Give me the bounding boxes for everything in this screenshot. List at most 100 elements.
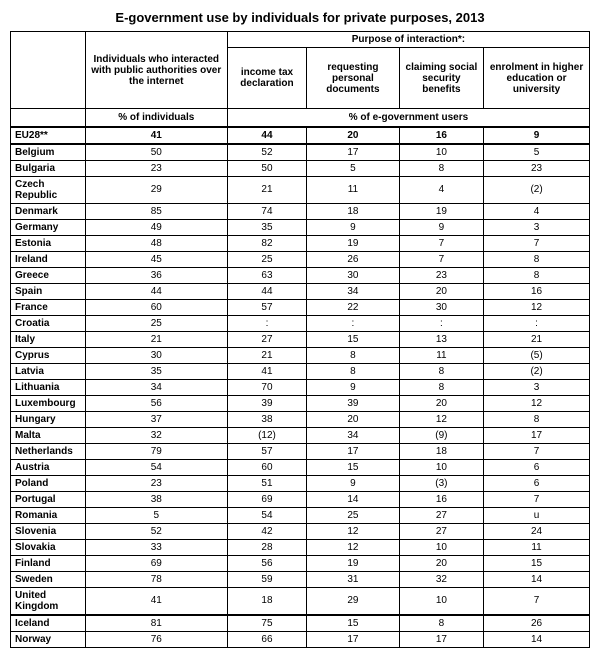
value-cell: 15 xyxy=(307,459,400,475)
value-cell: 37 xyxy=(85,411,227,427)
country-cell: Ireland xyxy=(11,251,86,267)
value-cell: 8 xyxy=(484,411,590,427)
country-cell: Italy xyxy=(11,331,86,347)
value-cell: 19 xyxy=(399,203,483,219)
value-cell: 12 xyxy=(484,299,590,315)
value-cell: 74 xyxy=(227,203,306,219)
country-cell: Lithuania xyxy=(11,379,86,395)
table-row: Portugal386914167 xyxy=(11,491,590,507)
value-cell: 18 xyxy=(399,443,483,459)
value-cell: 17 xyxy=(307,443,400,459)
value-cell: 41 xyxy=(227,363,306,379)
value-cell: 8 xyxy=(399,363,483,379)
value-cell: 14 xyxy=(484,631,590,647)
value-cell: 57 xyxy=(227,443,306,459)
value-cell: 16 xyxy=(399,491,483,507)
header-enrolment: enrolment in higher education or univers… xyxy=(484,48,590,109)
table-row: Finland6956192015 xyxy=(11,555,590,571)
value-cell: 23 xyxy=(399,267,483,283)
country-cell: Greece xyxy=(11,267,86,283)
country-cell: Latvia xyxy=(11,363,86,379)
header-blank-2 xyxy=(11,109,86,127)
value-cell: 14 xyxy=(307,491,400,507)
value-cell: 41 xyxy=(85,127,227,144)
value-cell: 59 xyxy=(227,571,306,587)
value-cell: 50 xyxy=(227,160,306,176)
value-cell: 56 xyxy=(227,555,306,571)
value-cell: 8 xyxy=(307,347,400,363)
value-cell: 7 xyxy=(399,235,483,251)
value-cell: 20 xyxy=(307,411,400,427)
value-cell: 39 xyxy=(307,395,400,411)
value-cell: 85 xyxy=(85,203,227,219)
value-cell: 27 xyxy=(399,507,483,523)
table-row: Croatia25:::: xyxy=(11,315,590,331)
country-cell: Luxembourg xyxy=(11,395,86,411)
country-cell: Slovenia xyxy=(11,523,86,539)
value-cell: 78 xyxy=(85,571,227,587)
value-cell: 21 xyxy=(484,331,590,347)
country-cell: Finland xyxy=(11,555,86,571)
table-row: Hungary373820128 xyxy=(11,411,590,427)
value-cell: 41 xyxy=(85,587,227,615)
value-cell: 9 xyxy=(484,127,590,144)
country-cell: Estonia xyxy=(11,235,86,251)
table-row: Greece366330238 xyxy=(11,267,590,283)
value-cell: 23 xyxy=(484,160,590,176)
value-cell: 29 xyxy=(85,176,227,203)
value-cell: 51 xyxy=(227,475,306,491)
value-cell: 5 xyxy=(307,160,400,176)
data-table: Individuals who interacted with public a… xyxy=(10,31,590,648)
value-cell: : xyxy=(399,315,483,331)
country-cell: Hungary xyxy=(11,411,86,427)
country-cell: Slovakia xyxy=(11,539,86,555)
value-cell: 12 xyxy=(307,523,400,539)
value-cell: 8 xyxy=(307,363,400,379)
value-cell: 69 xyxy=(85,555,227,571)
value-cell: 48 xyxy=(85,235,227,251)
header-pct-users: % of e-government users xyxy=(227,109,589,127)
value-cell: 44 xyxy=(227,283,306,299)
value-cell: 17 xyxy=(399,631,483,647)
table-row: Estonia48821977 xyxy=(11,235,590,251)
value-cell: 57 xyxy=(227,299,306,315)
value-cell: 42 xyxy=(227,523,306,539)
table-row: Italy2127151321 xyxy=(11,331,590,347)
value-cell: 6 xyxy=(484,475,590,491)
value-cell: 35 xyxy=(85,363,227,379)
value-cell: 8 xyxy=(484,267,590,283)
value-cell: 6 xyxy=(484,459,590,475)
header-personal-docs: requesting personal documents xyxy=(307,48,400,109)
country-cell: Romania xyxy=(11,507,86,523)
value-cell: 9 xyxy=(399,219,483,235)
value-cell: 10 xyxy=(399,144,483,161)
country-cell: Cyprus xyxy=(11,347,86,363)
value-cell: 22 xyxy=(307,299,400,315)
table-row: Luxembourg5639392012 xyxy=(11,395,590,411)
table-row: Ireland45252678 xyxy=(11,251,590,267)
value-cell: 79 xyxy=(85,443,227,459)
value-cell: 30 xyxy=(307,267,400,283)
value-cell: 12 xyxy=(307,539,400,555)
value-cell: 9 xyxy=(307,475,400,491)
value-cell: 82 xyxy=(227,235,306,251)
country-cell: Poland xyxy=(11,475,86,491)
value-cell: 3 xyxy=(484,219,590,235)
table-row: Bulgaria23505823 xyxy=(11,160,590,176)
value-cell: 11 xyxy=(484,539,590,555)
value-cell: 34 xyxy=(307,283,400,299)
country-cell: Austria xyxy=(11,459,86,475)
value-cell: : xyxy=(484,315,590,331)
table-row: Belgium505217105 xyxy=(11,144,590,161)
value-cell: 39 xyxy=(227,395,306,411)
header-interacted: Individuals who interacted with public a… xyxy=(85,32,227,109)
value-cell: (2) xyxy=(484,176,590,203)
value-cell: 38 xyxy=(227,411,306,427)
table-row: Cyprus3021811(5) xyxy=(11,347,590,363)
value-cell: 17 xyxy=(484,427,590,443)
country-cell: Spain xyxy=(11,283,86,299)
table-row: Austria546015106 xyxy=(11,459,590,475)
value-cell: (12) xyxy=(227,427,306,443)
value-cell: 8 xyxy=(399,160,483,176)
value-cell: 26 xyxy=(307,251,400,267)
